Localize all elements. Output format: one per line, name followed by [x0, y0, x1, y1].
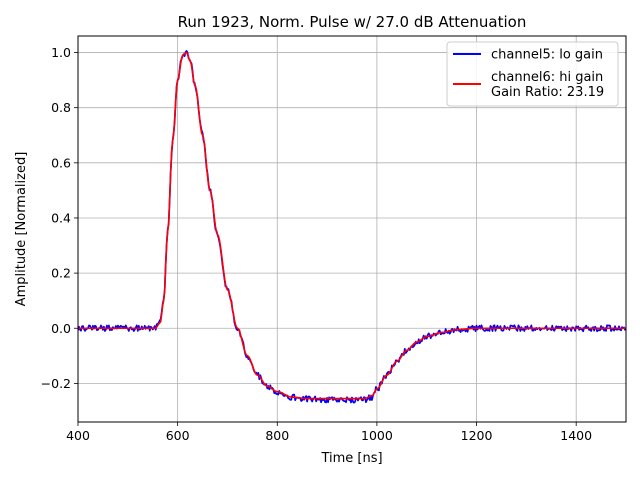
x-tick-label: 1000 — [361, 428, 393, 443]
x-axis-label: Time [ns] — [320, 451, 382, 466]
series-line-channel6 — [78, 51, 626, 400]
x-tick-label: 800 — [265, 428, 289, 443]
legend-box — [446, 41, 619, 107]
legend-label: channel6: hi gain — [491, 70, 603, 85]
y-tick-label: 1.0 — [51, 45, 71, 60]
series-group — [78, 50, 626, 404]
grid — [77, 36, 626, 422]
x-tick-label: 1400 — [560, 428, 592, 443]
legend-label: Gain Ratio: 23.19 — [491, 85, 604, 100]
y-axis: −0.2 0.0 0.2 0.4 0.6 0.8 1.0 — [41, 45, 78, 391]
y-tick-label: 0.2 — [51, 266, 71, 281]
y-tick-label: 0.4 — [51, 210, 71, 225]
y-tick-label: 0.6 — [51, 155, 71, 170]
x-axis: 400 600 800 1000 1200 1400 — [66, 422, 592, 443]
x-tick-label: 400 — [66, 428, 90, 443]
y-tick-label: −0.2 — [41, 376, 71, 391]
chart-title: Run 1923, Norm. Pulse w/ 27.0 dB Attenua… — [178, 13, 527, 31]
y-tick-label: 0.0 — [51, 321, 71, 336]
y-tick-label: 0.8 — [51, 100, 71, 115]
legend-label: channel5: lo gain — [491, 48, 603, 63]
x-tick-label: 1200 — [461, 428, 493, 443]
plot-frame — [77, 35, 627, 423]
y-axis-label: Amplitude [Normalized] — [14, 152, 29, 307]
x-tick-label: 600 — [166, 428, 190, 443]
